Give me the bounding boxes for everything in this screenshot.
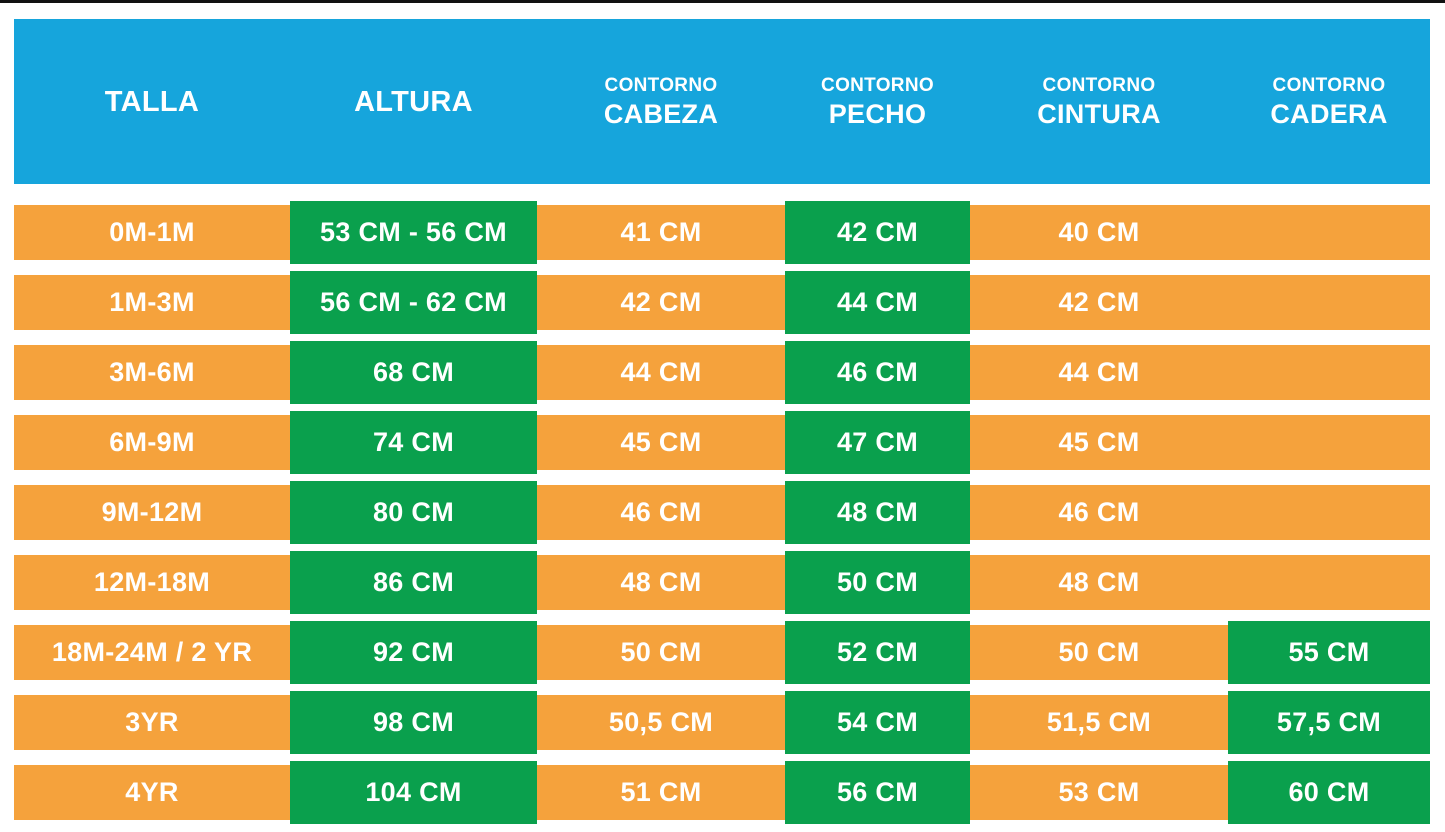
header-eyebrow-cadera: CONTORNO	[1272, 74, 1386, 96]
cell-cabeza: 46 CM	[620, 497, 702, 527]
table-row: 3M-6M 68 CM 44 CM 46 CM 44 CM	[14, 341, 1430, 404]
header-cell-cadera: CONTORNO CADERA	[1228, 19, 1430, 184]
cell-pecho: 54 CM	[785, 691, 970, 754]
cell-altura: 86 CM	[290, 551, 537, 614]
header-cell-cintura: CONTORNO CINTURA	[970, 19, 1228, 184]
cell-talla: 9M-12M	[101, 497, 203, 527]
cell-cintura: 46 CM	[1058, 497, 1140, 527]
cell-cabeza: 41 CM	[620, 217, 702, 247]
header-label-cadera: CADERA	[1270, 98, 1388, 129]
cell-pecho: 44 CM	[785, 271, 970, 334]
top-border	[0, 0, 1445, 3]
cell-pecho: 47 CM	[785, 411, 970, 474]
cell-cadera	[1228, 485, 1430, 540]
cell-cabeza: 42 CM	[620, 287, 702, 317]
cell-cabeza: 51 CM	[620, 777, 702, 807]
cell-cintura: 48 CM	[1058, 567, 1140, 597]
table-row: 1M-3M 56 CM - 62 CM 42 CM 44 CM 42 CM	[14, 271, 1430, 334]
cell-cintura: 42 CM	[1058, 287, 1140, 317]
cell-altura: 53 CM - 56 CM	[290, 201, 537, 264]
cell-altura: 98 CM	[290, 691, 537, 754]
header-eyebrow-cabeza: CONTORNO	[604, 74, 718, 96]
cell-talla: 3YR	[125, 707, 179, 737]
cell-pecho: 50 CM	[785, 551, 970, 614]
cell-pecho: 48 CM	[785, 481, 970, 544]
cell-cabeza: 48 CM	[620, 567, 702, 597]
header-eyebrow-pecho: CONTORNO	[821, 74, 934, 96]
table-row: 4YR 104 CM 51 CM 56 CM 53 CM 60 CM	[14, 761, 1430, 824]
header-eyebrow-cintura: CONTORNO	[1042, 74, 1156, 96]
cell-altura: 74 CM	[290, 411, 537, 474]
cell-pecho: 42 CM	[785, 201, 970, 264]
header-label-pecho: PECHO	[828, 98, 927, 129]
header-label-cintura: CINTURA	[1037, 98, 1161, 129]
cell-cabeza: 50,5 CM	[608, 707, 714, 737]
table-row: 12M-18M 86 CM 48 CM 50 CM 48 CM	[14, 551, 1430, 614]
cell-talla: 6M-9M	[109, 427, 195, 457]
header-label-talla: TALLA	[104, 85, 200, 118]
header-cell-cabeza: CONTORNO CABEZA	[537, 19, 785, 184]
cell-cabeza: 45 CM	[620, 427, 702, 457]
table-header: TALLA ALTURA CONTORNO CABEZA CONTORNO PECHO CO…	[14, 19, 1430, 184]
cell-cadera: 55 CM	[1228, 621, 1430, 684]
cell-pecho: 46 CM	[785, 341, 970, 404]
cell-talla: 3M-6M	[109, 357, 195, 387]
cell-cintura: 53 CM	[1058, 777, 1140, 807]
cell-cabeza: 50 CM	[620, 637, 702, 667]
cell-cabeza: 44 CM	[620, 357, 702, 387]
table-row: 3YR 98 CM 50,5 CM 54 CM 51,5 CM 57,5 CM	[14, 691, 1430, 754]
cell-altura: 56 CM - 62 CM	[290, 271, 537, 334]
cell-cadera	[1228, 205, 1430, 260]
header-label-cabeza: CABEZA	[603, 98, 719, 129]
cell-cintura: 50 CM	[1058, 637, 1140, 667]
cell-altura: 104 CM	[290, 761, 537, 824]
cell-cadera	[1228, 275, 1430, 330]
cell-cintura: 51,5 CM	[1046, 707, 1152, 737]
table-row: 6M-9M 74 CM 45 CM 47 CM 45 CM	[14, 411, 1430, 474]
cell-cintura: 45 CM	[1058, 427, 1140, 457]
cell-altura: 68 CM	[290, 341, 537, 404]
cell-cadera	[1228, 345, 1430, 400]
cell-cadera: 57,5 CM	[1228, 691, 1430, 754]
table-row: 18M-24M / 2 YR 92 CM 50 CM 52 CM 50 CM 55 CM	[14, 621, 1430, 684]
cell-talla: 18M-24M / 2 YR	[51, 637, 253, 667]
header-label-altura: ALTURA	[354, 85, 473, 118]
cell-talla: 12M-18M	[93, 567, 211, 597]
cell-altura: 92 CM	[290, 621, 537, 684]
cell-cadera	[1228, 415, 1430, 470]
cell-pecho: 52 CM	[785, 621, 970, 684]
table-row: 0M-1M 53 CM - 56 CM 41 CM 42 CM 40 CM	[14, 201, 1430, 264]
cell-pecho: 56 CM	[785, 761, 970, 824]
cell-altura: 80 CM	[290, 481, 537, 544]
cell-cintura: 40 CM	[1058, 217, 1140, 247]
header-cell-talla: TALLA	[14, 19, 290, 184]
header-cell-altura: ALTURA	[290, 19, 537, 184]
cell-talla: 4YR	[125, 777, 179, 807]
table-row: 9M-12M 80 CM 46 CM 48 CM 46 CM	[14, 481, 1430, 544]
cell-talla: 1M-3M	[109, 287, 195, 317]
size-chart-table: TALLA ALTURA CONTORNO CABEZA CONTORNO PECHO CO…	[14, 19, 1430, 824]
table-body: 0M-1M 53 CM - 56 CM 41 CM 42 CM 40 CM 1M-3M 56…	[14, 201, 1430, 824]
cell-talla: 0M-1M	[109, 217, 195, 247]
cell-cintura: 44 CM	[1058, 357, 1140, 387]
header-cell-pecho: CONTORNO PECHO	[785, 19, 970, 184]
cell-cadera	[1228, 555, 1430, 610]
cell-cadera: 60 CM	[1228, 761, 1430, 824]
